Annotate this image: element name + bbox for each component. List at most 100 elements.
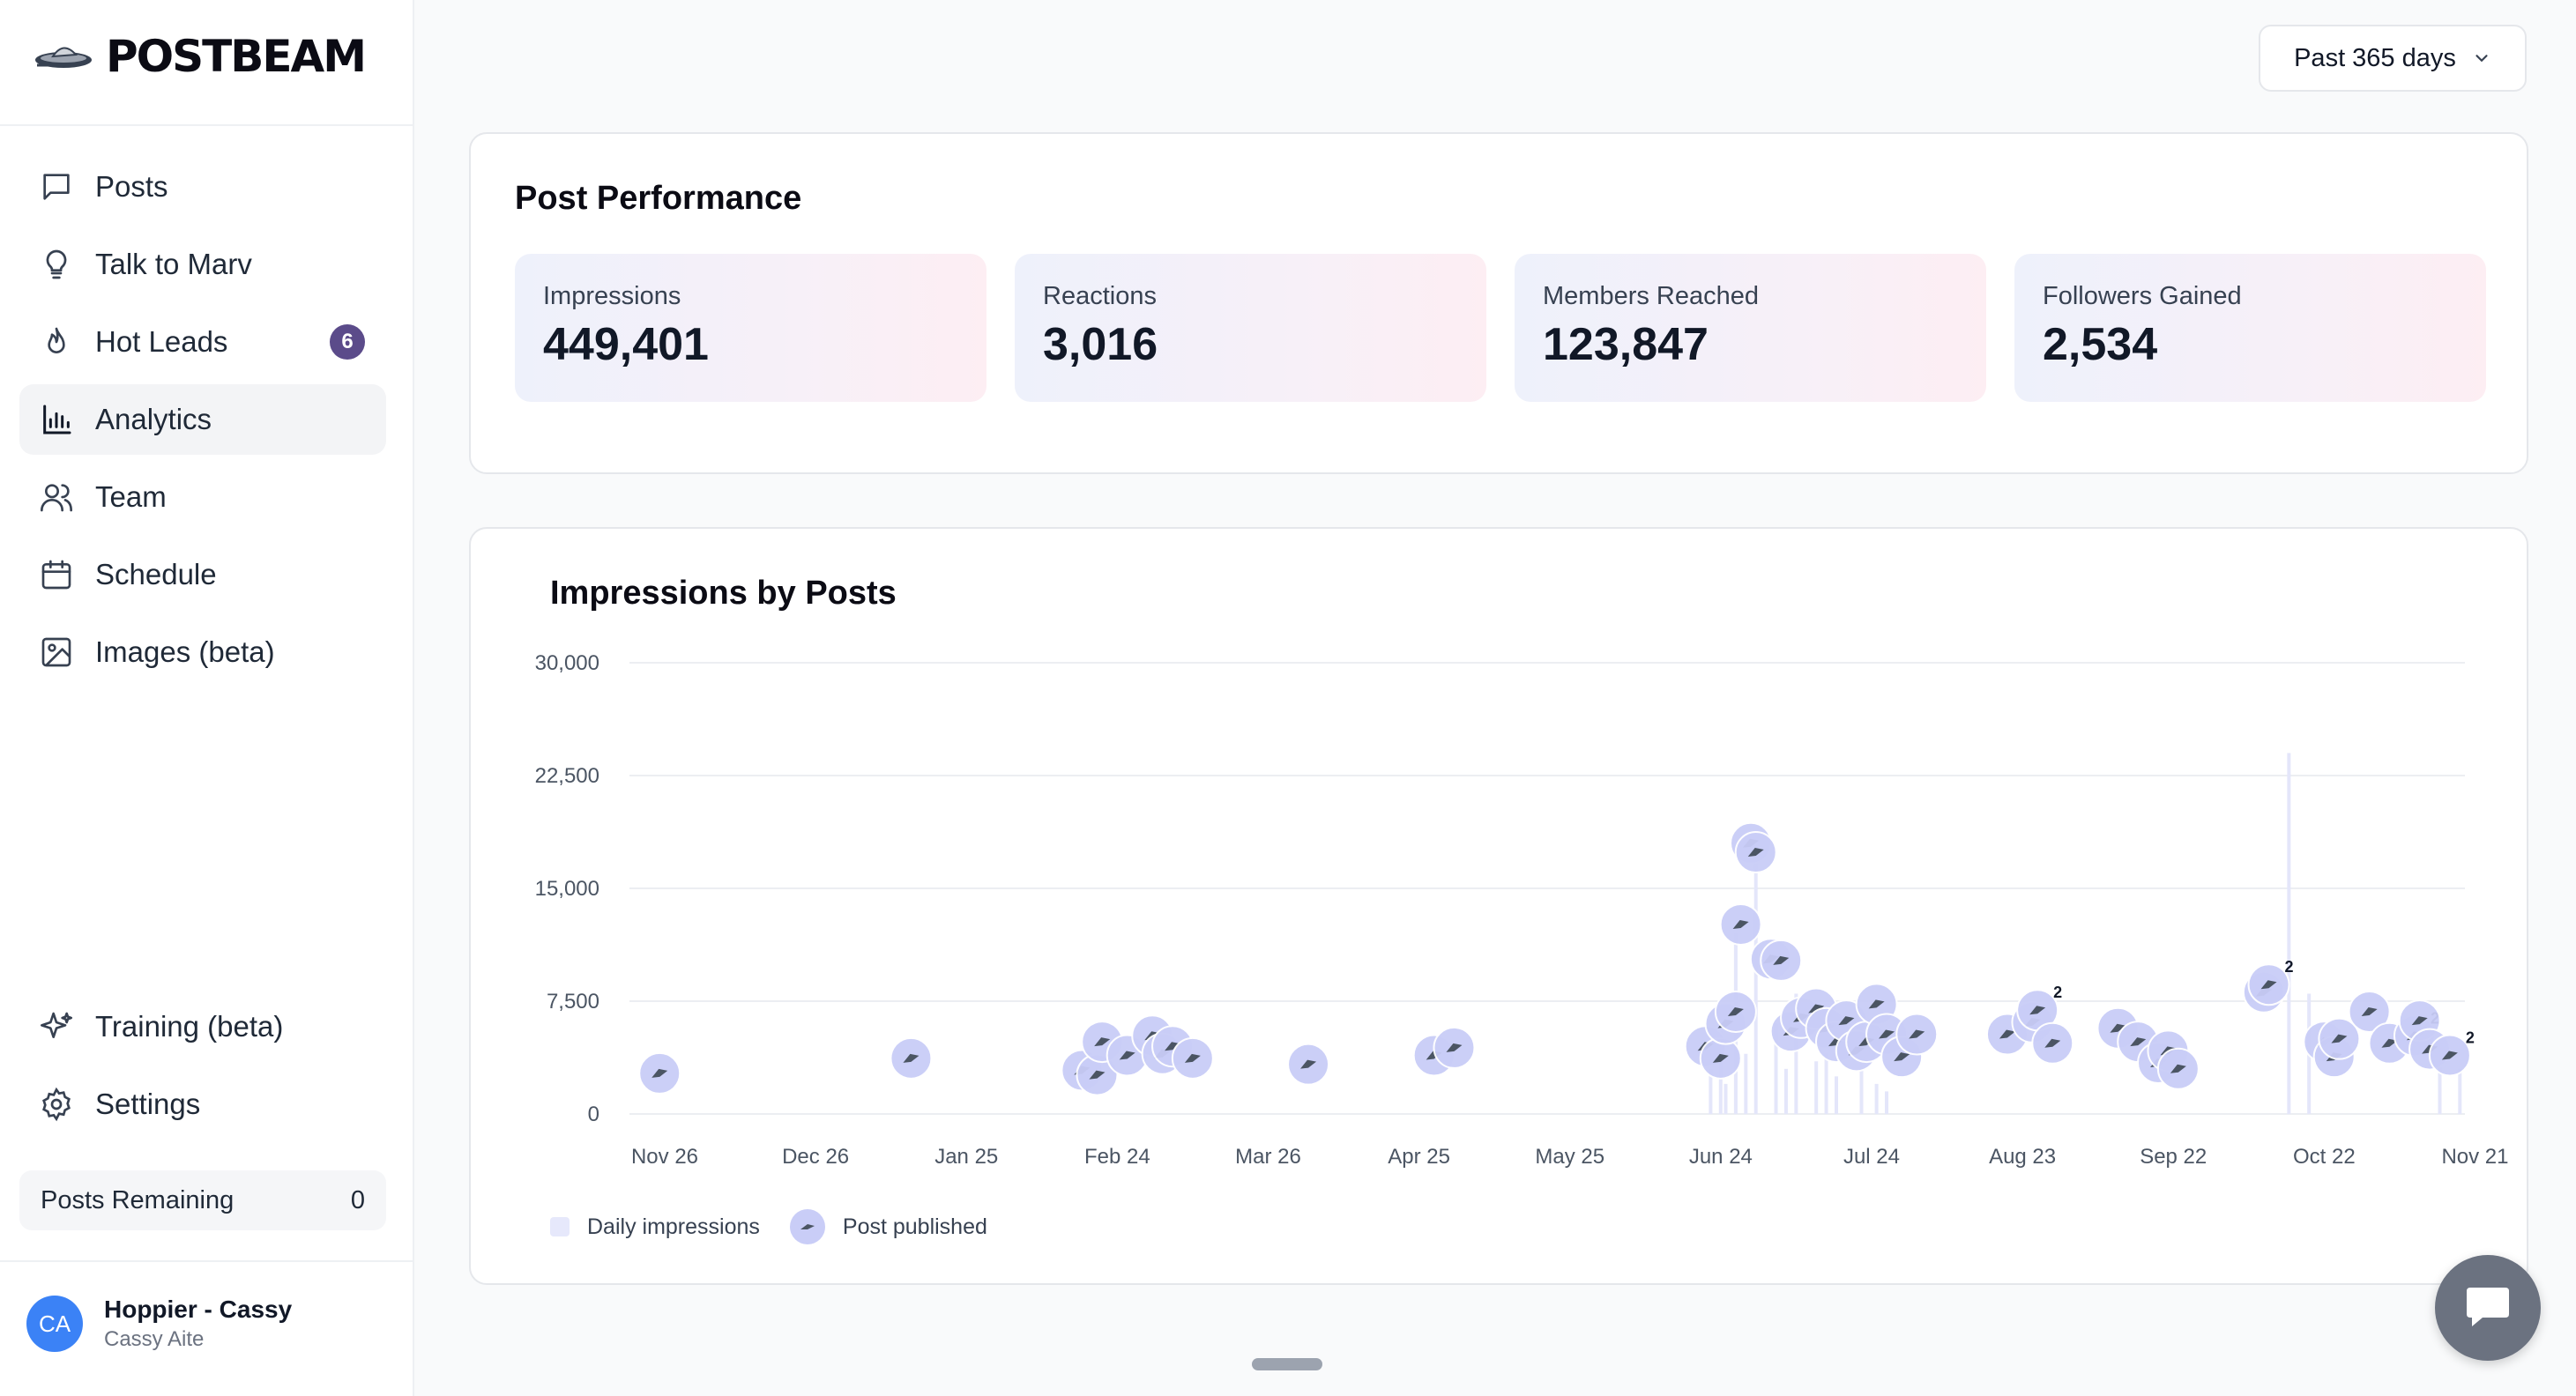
avatar: CA <box>26 1296 83 1352</box>
nav-label: Training (beta) <box>95 1010 284 1043</box>
users-icon <box>41 484 72 512</box>
nav-item-team[interactable]: Team <box>19 462 386 532</box>
daily-impressions-bar <box>1794 993 1798 1114</box>
nav-label: Talk to Marv <box>95 248 252 280</box>
brand-logo[interactable]: POSTBEAM <box>34 25 367 88</box>
nav-item-talk-to-marv[interactable]: Talk to Marv <box>19 229 386 300</box>
nav-label: Images (beta) <box>95 635 275 668</box>
daily-impressions-bar <box>1824 1053 1828 1114</box>
ufo-marker-icon <box>1838 1016 1855 1026</box>
nav-item-training[interactable]: Training (beta) <box>19 991 386 1062</box>
posts-remaining-label: Posts Remaining <box>41 1185 235 1214</box>
ufo-marker-icon <box>1165 1042 1181 1051</box>
stat-followers-gained: Followers Gained 2,534 <box>2014 254 2486 402</box>
y-tick-label: 30,000 <box>535 651 599 675</box>
chat-bubble-icon <box>2467 1288 2509 1326</box>
flame-icon <box>48 327 65 353</box>
y-tick-label: 22,500 <box>535 764 599 788</box>
daily-impressions-bar <box>1885 1091 1889 1114</box>
daily-impressions-bar <box>1874 1083 1879 1114</box>
daily-impressions-bar <box>1709 1068 1713 1114</box>
sparkles-icon <box>41 1012 72 1038</box>
post-performance-card: Post Performance Impressions 449,401 Rea… <box>469 132 2528 474</box>
ufo-marker-icon <box>1999 1029 2015 1039</box>
stat-impressions: Impressions 449,401 <box>515 254 986 402</box>
legend-label-daily: Daily impressions <box>587 1214 760 1239</box>
nav-label: Hot Leads <box>95 325 228 358</box>
message-icon <box>43 174 70 200</box>
stat-value: 3,016 <box>1043 319 1158 370</box>
ufo-marker-icon <box>1712 1053 1729 1063</box>
sidebar: POSTBEAM Posts Talk to Marv Hot Leads 6 … <box>0 0 414 1396</box>
y-tick-label: 7,500 <box>547 990 599 1014</box>
nav-item-settings[interactable]: Settings <box>19 1069 386 1140</box>
daily-impressions-bar <box>1724 1083 1728 1114</box>
stat-label: Members Reached <box>1543 282 1759 310</box>
ufo-marker-icon <box>2170 1064 2186 1073</box>
nav-label: Posts <box>95 170 168 203</box>
ufo-marker-icon <box>1909 1029 1925 1039</box>
posts-remaining-value: 0 <box>350 1185 365 1214</box>
lightbulb-icon <box>46 249 67 279</box>
user-subtitle: Cassy Aite <box>104 1327 205 1351</box>
daily-impressions-bar <box>1834 1076 1838 1114</box>
ufo-marker-icon <box>1119 1051 1135 1060</box>
chart-legend: Daily impressions Post published <box>550 1209 987 1244</box>
chat-support-button[interactable] <box>2435 1255 2541 1361</box>
legend-label-post: Post published <box>842 1214 987 1239</box>
stat-reactions: Reactions 3,016 <box>1015 254 1486 402</box>
stat-value: 123,847 <box>1543 319 1709 370</box>
date-range-select[interactable]: Past 365 days <box>2259 25 2527 92</box>
ufo-marker-icon <box>2381 1038 2398 1048</box>
nav-label: Settings <box>95 1088 201 1120</box>
impressions-chart[interactable]: 30,000 22,500 15,000 7,500 0 Nov 26 Dec 26 Jan … <box>471 529 2530 1199</box>
x-tick-label: Feb 24 <box>1084 1145 1150 1169</box>
x-tick-label: Mar 26 <box>1235 1145 1301 1169</box>
x-tick-label: Nov 21 <box>2441 1145 2508 1169</box>
image-icon <box>41 637 71 667</box>
daily-impressions-bar <box>1744 1053 1748 1114</box>
bar-chart-icon <box>43 405 71 434</box>
legend-swatch-post <box>789 1209 825 1244</box>
x-tick-label: Oct 22 <box>2293 1145 2356 1169</box>
nav-item-schedule[interactable]: Schedule <box>19 539 386 610</box>
nav-item-posts[interactable]: Posts <box>19 152 386 222</box>
hot-leads-count-badge: 6 <box>330 324 365 360</box>
ufo-marker-icon <box>2260 980 2277 990</box>
nav-item-hot-leads[interactable]: Hot Leads 6 <box>19 307 386 377</box>
stat-label: Followers Gained <box>2043 282 2242 310</box>
ufo-marker-icon <box>800 1224 815 1229</box>
daily-impressions-bar <box>1753 850 1758 1114</box>
ufo-marker-icon <box>2411 1016 2428 1026</box>
drag-handle[interactable] <box>1252 1358 1322 1370</box>
ufo-marker-icon <box>903 1053 919 1063</box>
y-tick-label: 15,000 <box>535 877 599 901</box>
chevron-down-icon <box>2475 55 2488 63</box>
ufo-marker-icon <box>651 1068 668 1078</box>
ufo-marker-icon <box>1184 1053 1201 1063</box>
impressions-chart-card: Impressions by Posts 30,000 22,500 15,000 7… <box>469 527 2528 1285</box>
x-tick-label: Nov 26 <box>631 1145 698 1169</box>
ufo-marker-icon <box>1727 1006 1744 1016</box>
daily-impressions-bar <box>1783 1068 1788 1114</box>
main-nav: Posts Talk to Marv Hot Leads 6 Analytics… <box>19 152 386 694</box>
ufo-marker-icon <box>1094 1037 1111 1047</box>
ufo-marker-icon <box>2361 1006 2378 1016</box>
divider <box>0 1260 414 1262</box>
nav-item-analytics[interactable]: Analytics <box>19 384 386 455</box>
user-name: Hoppier - Cassy <box>104 1296 293 1323</box>
ufo-marker-icon <box>1808 1004 1825 1014</box>
posts-remaining: Posts Remaining 0 <box>19 1170 386 1230</box>
x-tick-label: Aug 23 <box>1989 1145 2056 1169</box>
daily-impressions-bar <box>2287 753 2291 1114</box>
x-tick-label: Dec 26 <box>782 1145 849 1169</box>
ufo-marker-icon <box>2029 1006 2046 1015</box>
ufo-marker-icon <box>2441 1051 2458 1060</box>
x-tick-label: Jan 25 <box>934 1145 998 1169</box>
ufo-logo-icon <box>35 47 92 68</box>
divider <box>0 124 414 126</box>
nav-item-images[interactable]: Images (beta) <box>19 617 386 687</box>
user-profile[interactable]: CA Hoppier - Cassy Cassy Aite <box>26 1296 292 1352</box>
ufo-marker-icon <box>1446 1043 1463 1052</box>
daily-impressions-bar <box>2438 1053 2442 1114</box>
